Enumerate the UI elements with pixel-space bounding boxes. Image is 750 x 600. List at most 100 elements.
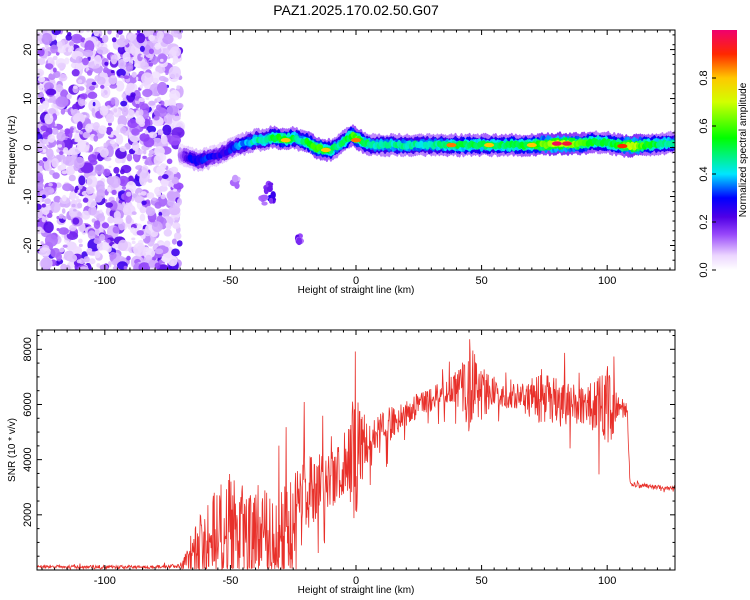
noise-speckle	[83, 49, 94, 58]
noise-speckle	[110, 75, 116, 79]
noise-speckle	[74, 188, 78, 193]
x-tick-label: -50	[222, 275, 238, 287]
noise-speckle	[163, 229, 172, 237]
spectral-blob	[267, 182, 274, 187]
noise-speckle	[50, 201, 61, 213]
hot-spot	[551, 141, 562, 146]
noise-speckle	[93, 238, 102, 245]
noise-speckle	[123, 265, 128, 270]
noise-speckle	[148, 34, 156, 42]
noise-speckle	[37, 182, 44, 190]
noise-speckle	[126, 153, 133, 162]
noise-speckle	[117, 175, 130, 187]
noise-speckle	[55, 96, 69, 108]
noise-speckle	[109, 175, 121, 188]
snr-x-ticks: -100 -50 0 50 100	[41, 330, 671, 587]
noise-speckle	[62, 183, 73, 192]
noise-speckle	[80, 37, 86, 43]
noise-speckle	[117, 45, 127, 55]
noise-speckle	[120, 169, 125, 175]
noise-speckle	[42, 207, 50, 216]
noise-speckle	[46, 250, 50, 255]
noise-speckle	[111, 189, 117, 195]
noise-speckle	[146, 192, 155, 199]
y-tick-label: 0	[22, 144, 34, 150]
noise-speckle	[169, 89, 181, 101]
noise-speckle	[126, 191, 132, 197]
noise-speckle	[96, 46, 109, 55]
noise-speckle	[109, 134, 114, 138]
noise-speckle	[72, 246, 83, 256]
noise-speckle	[91, 81, 97, 86]
noise-speckle	[61, 234, 65, 238]
noise-speckle	[55, 84, 63, 93]
noise-speckle	[40, 229, 46, 234]
noise-speckle	[107, 216, 115, 224]
noise-speckle	[45, 63, 54, 70]
noise-speckle	[87, 154, 97, 163]
noise-speckle	[102, 242, 109, 251]
snr-x-label: Height of straight line (km)	[298, 585, 415, 596]
noise-speckle	[62, 216, 67, 220]
noise-speckle	[115, 33, 120, 38]
noise-speckle	[83, 82, 87, 86]
noise-speckle	[136, 230, 144, 236]
snr-series-line	[37, 339, 675, 570]
noise-speckle	[119, 146, 127, 152]
noise-speckle	[162, 174, 169, 180]
noise-speckle	[138, 97, 145, 103]
noise-speckle	[145, 254, 152, 260]
noise-speckle	[125, 62, 134, 72]
noise-speckle	[126, 255, 131, 261]
noise-speckle	[77, 211, 82, 217]
colorbar-tick-label: 0.6	[698, 118, 710, 133]
noise-speckle	[116, 30, 123, 35]
noise-speckle	[42, 186, 55, 196]
noise-speckle	[93, 30, 100, 37]
noise-speckle	[168, 66, 181, 80]
noise-speckle	[160, 130, 164, 134]
snr-panel: -100 -50 0 50 100 2000 4000 6000 8000 Height of…	[7, 329, 676, 596]
noise-speckle	[37, 196, 43, 205]
noise-speckle	[106, 187, 112, 192]
noise-speckle	[57, 144, 63, 148]
y-tick-label: -20	[22, 238, 34, 254]
noise-speckle	[37, 203, 42, 211]
y-tick-label: 4000	[22, 447, 34, 471]
noise-speckle	[64, 128, 71, 135]
noise-speckle	[176, 102, 184, 109]
noise-speckle	[140, 54, 145, 58]
colorbar-tick-label: 0.0	[698, 262, 710, 277]
noise-speckle	[74, 156, 85, 169]
noise-speckle	[66, 254, 78, 263]
noise-speckle	[96, 76, 106, 85]
noise-speckle	[160, 100, 165, 107]
noise-speckle	[153, 155, 161, 166]
noise-speckle	[115, 80, 125, 92]
noise-speckle	[62, 244, 68, 248]
noise-speckle	[108, 122, 112, 126]
noise-speckle	[86, 30, 90, 33]
noise-speckle	[48, 182, 53, 187]
colorbar-tick-label: 0.2	[698, 214, 710, 229]
noise-speckle	[53, 195, 62, 203]
noise-speckle	[140, 191, 147, 196]
noise-speckle	[52, 67, 57, 73]
noise-speckle	[118, 239, 128, 251]
noise-speckle	[99, 209, 103, 214]
noise-speckle	[146, 125, 157, 134]
noise-speckle	[78, 86, 85, 91]
hot-spot	[320, 147, 331, 153]
noise-speckle	[127, 118, 139, 129]
noise-speckle	[37, 207, 43, 218]
noise-speckle	[138, 262, 151, 270]
noise-speckle	[144, 160, 149, 165]
noise-speckle	[100, 84, 105, 89]
noise-speckle	[92, 122, 100, 131]
y-tick-label: 20	[22, 43, 34, 55]
noise-speckle	[101, 92, 106, 97]
noise-speckle	[160, 135, 168, 145]
noise-speckle	[69, 191, 77, 201]
noise-speckle	[112, 226, 120, 234]
noise-speckle	[37, 68, 45, 77]
